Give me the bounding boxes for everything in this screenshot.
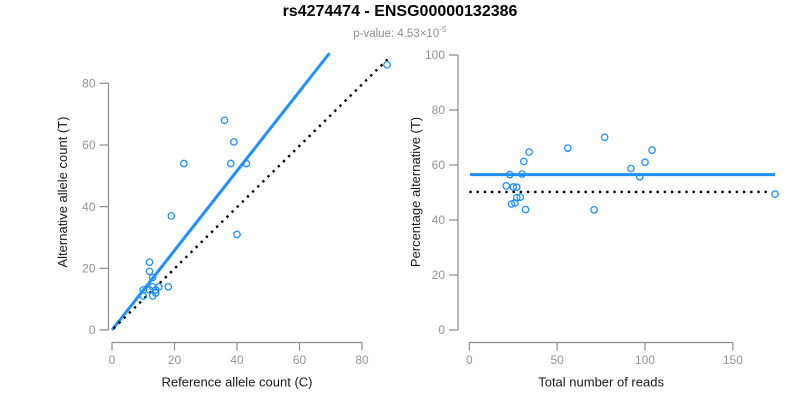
- x-tick-label: 150: [723, 353, 743, 367]
- y-tick-label: 40: [82, 200, 96, 214]
- data-point: [518, 170, 526, 178]
- x-tick-label: 50: [550, 353, 564, 367]
- x-tick-label: 0: [466, 353, 473, 367]
- x-axis-title: Total number of reads: [538, 375, 664, 390]
- left-scatter-panel: 0 20 40 60 80 0 20 40 60 80 Reference allele count…: [55, 52, 391, 390]
- data-point: [242, 159, 251, 168]
- y-axis-title: Alternative allele count (T): [55, 116, 70, 267]
- pvalue-exponent: -5: [439, 24, 447, 34]
- x-tick-label: 0: [109, 353, 116, 367]
- x-tick-label: 20: [168, 353, 182, 367]
- data-point: [383, 60, 391, 69]
- y-tick-label: 60: [432, 158, 446, 172]
- data-point: [525, 148, 533, 156]
- data-point: [627, 164, 635, 173]
- data-point: [521, 205, 530, 214]
- data-point: [600, 133, 609, 142]
- data-point: [167, 212, 176, 220]
- data-point: [635, 172, 644, 181]
- y-tick-label: 100: [425, 48, 445, 62]
- x-tick-label: 40: [230, 353, 244, 367]
- right-scatter-panel: 0 20 40 60 80 100 0 50 100 150 Total number of rea…: [408, 48, 779, 390]
- data-point: [502, 182, 511, 190]
- x-tick-label: 60: [293, 353, 307, 367]
- x-tick-label: 100: [635, 353, 655, 367]
- y-tick-label: 80: [432, 103, 446, 117]
- data-point: [233, 230, 241, 239]
- data-point: [563, 144, 572, 153]
- pvalue-text: p-value: 4.53×10: [353, 27, 440, 40]
- y-tick-label: 20: [82, 262, 96, 276]
- data-point: [505, 170, 514, 179]
- y-tick-label: 60: [82, 138, 96, 152]
- data-point: [180, 159, 188, 168]
- data-point: [509, 183, 518, 191]
- data-point: [512, 193, 521, 202]
- data-point: [771, 190, 779, 198]
- data-point: [641, 158, 649, 167]
- data-point: [512, 183, 521, 192]
- data-point: [164, 282, 173, 291]
- data-point: [148, 292, 157, 300]
- data-point: [511, 199, 519, 207]
- data-point: [151, 286, 160, 294]
- data-point: [516, 193, 525, 202]
- data-point: [507, 200, 516, 208]
- data-point: [226, 159, 235, 168]
- data-point: [139, 292, 148, 300]
- data-point: [230, 138, 238, 146]
- y-tick-label: 80: [82, 77, 96, 91]
- figure-subtitle: p-value: 4.53×10-5: [0, 24, 800, 40]
- y-tick-label: 20: [432, 268, 446, 282]
- y-tick-label: 40: [432, 213, 446, 227]
- data-point: [519, 157, 528, 166]
- data-point: [590, 205, 598, 214]
- figure-title: rs4274474 - ENSG00000132386: [282, 3, 518, 20]
- x-axis-title: Reference allele count (C): [161, 375, 312, 390]
- y-axis-title: Percentage alternative (T): [408, 117, 423, 267]
- data-point: [145, 258, 154, 267]
- data-point: [648, 146, 656, 154]
- data-point: [148, 273, 157, 282]
- regression-line: [110, 52, 331, 331]
- data-point: [220, 116, 229, 125]
- y-tick-label: 0: [438, 323, 445, 337]
- y-tick-label: 0: [89, 323, 96, 337]
- x-tick-label: 80: [355, 353, 369, 367]
- data-point: [145, 267, 154, 276]
